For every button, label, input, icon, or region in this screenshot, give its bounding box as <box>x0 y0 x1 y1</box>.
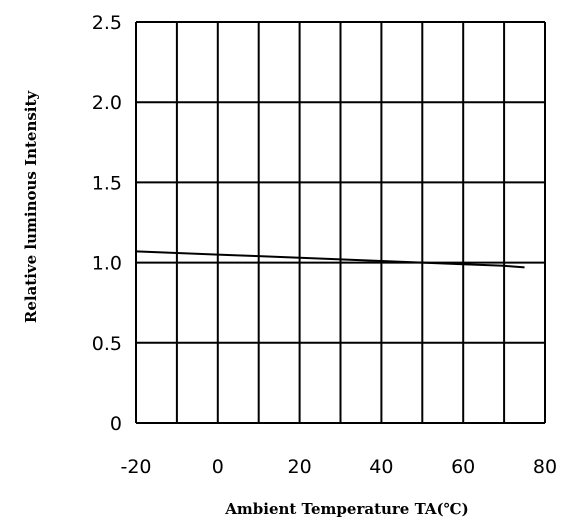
y-tick-label: 2.0 <box>92 92 122 114</box>
y-tick-labels: 0 0.5 1.0 1.5 2.0 2.5 <box>92 12 122 435</box>
x-tick-label: 0 <box>212 456 224 478</box>
y-tick-label: 0.5 <box>92 333 122 355</box>
y-axis-title: Relative luminous Intensity <box>22 90 40 324</box>
x-tick-label: 60 <box>451 456 475 478</box>
y-tick-label: 2.5 <box>92 12 122 34</box>
series-line <box>135 250 525 269</box>
y-tick-label: 0 <box>110 413 122 435</box>
grid <box>135 21 546 424</box>
x-tick-label: 20 <box>288 456 312 478</box>
x-tick-label: -20 <box>120 456 151 478</box>
y-tick-label: 1.5 <box>92 172 122 194</box>
x-tick-label: 40 <box>369 456 393 478</box>
x-axis-title: Ambient Temperature TA(℃) <box>224 500 468 518</box>
x-tick-label: 80 <box>533 456 557 478</box>
y-tick-label: 1.0 <box>92 253 122 275</box>
x-tick-labels: -20 0 20 40 60 80 <box>120 456 557 478</box>
series-layer <box>135 250 525 269</box>
